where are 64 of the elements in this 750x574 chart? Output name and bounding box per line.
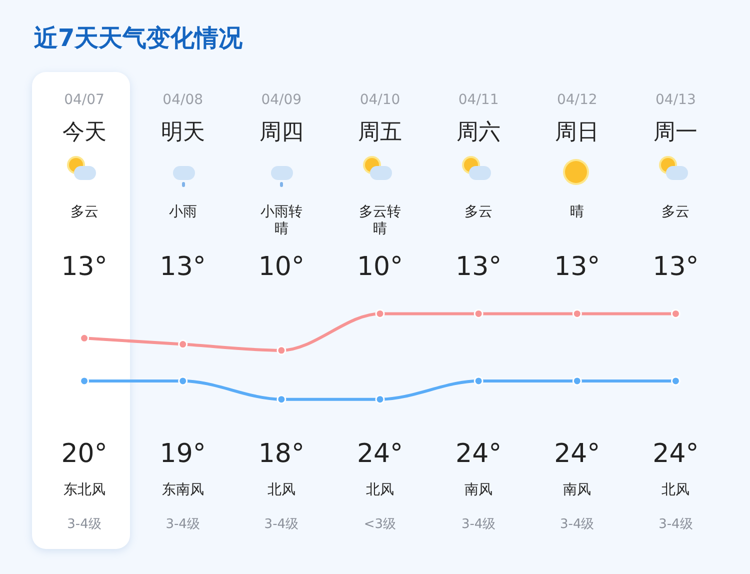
data-label: 10° bbox=[258, 252, 304, 282]
text: 晴 bbox=[570, 204, 584, 220]
text: 今天 bbox=[62, 120, 106, 145]
text: 3-4级 bbox=[166, 517, 200, 532]
text: 3-4级 bbox=[461, 517, 496, 532]
data-label: 19° bbox=[160, 438, 206, 469]
data-label: 24° bbox=[652, 438, 699, 469]
point bbox=[375, 394, 385, 404]
text: 北风 bbox=[267, 482, 296, 498]
data-label: 13° bbox=[652, 252, 699, 282]
data-label: 13° bbox=[456, 252, 502, 282]
point bbox=[572, 376, 582, 386]
text: 东南风 bbox=[162, 482, 204, 498]
text: 南风 bbox=[563, 482, 592, 498]
point bbox=[670, 376, 680, 386]
x-tick-label: 04/07 bbox=[63, 92, 106, 108]
data-label: 10° bbox=[356, 252, 404, 282]
text: 多云转晴 bbox=[359, 204, 401, 237]
point bbox=[375, 308, 385, 318]
x-tick-label: 04/12 bbox=[556, 92, 598, 108]
text: 周日 bbox=[555, 120, 600, 145]
data-label: 24° bbox=[456, 438, 502, 469]
data-label: 24° bbox=[356, 438, 404, 469]
point bbox=[276, 346, 286, 356]
text: 3-4级 bbox=[560, 517, 594, 532]
text: 北风 bbox=[662, 482, 690, 498]
text: 3-4级 bbox=[264, 517, 299, 532]
point bbox=[670, 308, 680, 318]
text: 周一 bbox=[654, 120, 698, 145]
text: 周四 bbox=[259, 120, 304, 145]
data-label: 13° bbox=[554, 252, 600, 282]
text: 东北风 bbox=[63, 482, 106, 498]
text: 3-4级 bbox=[67, 517, 102, 532]
text: 北风 bbox=[366, 482, 394, 498]
data-label: 24° bbox=[554, 438, 600, 469]
data-label: 13° bbox=[61, 252, 108, 282]
point bbox=[474, 308, 484, 318]
point bbox=[178, 340, 188, 350]
data-label: 18° bbox=[258, 438, 304, 469]
text: 明天 bbox=[160, 120, 205, 145]
point bbox=[80, 376, 90, 386]
data-label: 20° bbox=[61, 438, 108, 469]
x-tick-label: 04/09 bbox=[260, 92, 303, 108]
text: 南风 bbox=[464, 482, 493, 498]
text: 3-4级 bbox=[658, 517, 693, 532]
text: 周五 bbox=[358, 120, 402, 145]
text: 小雨转晴 bbox=[260, 204, 302, 237]
text: <3级 bbox=[364, 517, 396, 532]
text: 多云 bbox=[464, 204, 493, 220]
x-tick-label: 04/10 bbox=[358, 92, 402, 108]
x-tick-label: 04/11 bbox=[457, 92, 500, 108]
chart-title: 近7天天气变化情况 bbox=[34, 23, 243, 54]
data-label: 13° bbox=[160, 252, 206, 282]
x-tick-label: 04/13 bbox=[654, 92, 697, 108]
point bbox=[572, 308, 582, 318]
point bbox=[276, 394, 286, 404]
point bbox=[178, 376, 188, 386]
text: 多云 bbox=[662, 204, 690, 220]
text: 多云 bbox=[70, 204, 98, 220]
text: 小雨 bbox=[168, 204, 197, 220]
point bbox=[474, 376, 484, 386]
point bbox=[80, 333, 90, 343]
text: 周六 bbox=[456, 120, 501, 145]
x-tick-label: 04/08 bbox=[162, 92, 204, 108]
